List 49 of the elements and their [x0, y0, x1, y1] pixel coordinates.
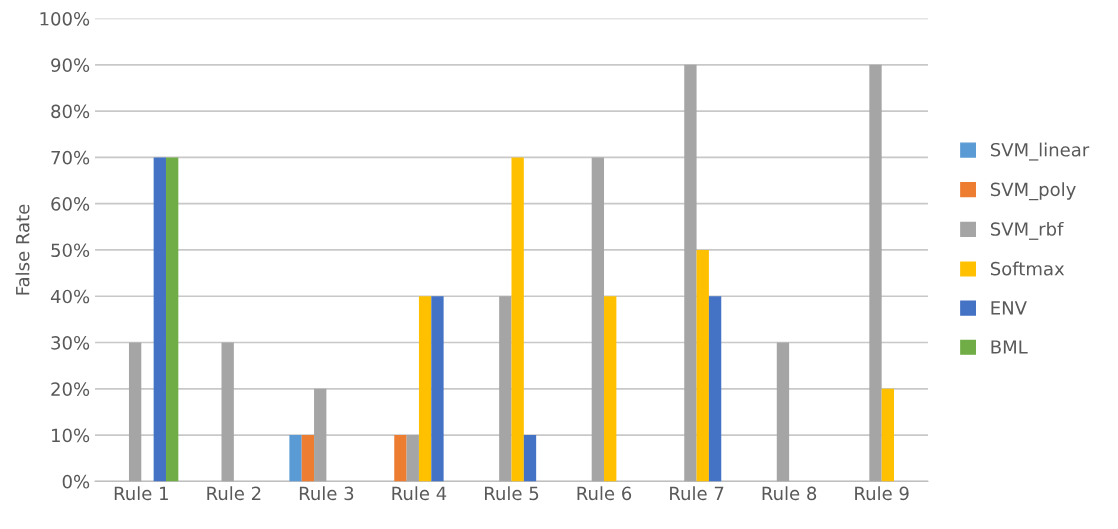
- bar: [431, 296, 444, 482]
- legend-label: Softmax: [990, 261, 1065, 276]
- y-tick-label: 90%: [51, 58, 90, 72]
- bar: [301, 435, 315, 482]
- bar: [696, 249, 709, 482]
- x-tick-label: Rule 1: [114, 486, 168, 501]
- bar: [523, 435, 537, 482]
- y-tick-label: 40%: [50, 289, 90, 304]
- bar: [591, 157, 605, 482]
- bar: [153, 157, 166, 482]
- x-tick-label: Rule 4: [392, 486, 447, 501]
- bar: [221, 342, 234, 482]
- x-tick-label: Rule 2: [207, 486, 261, 501]
- y-tick-label: 100%: [40, 11, 90, 26]
- y-tick-label: 20%: [51, 382, 90, 396]
- bar: [604, 296, 617, 482]
- legend-label: BML: [991, 340, 1028, 354]
- x-tick-label: Rule 8: [762, 486, 817, 501]
- bar: [289, 435, 302, 482]
- bar: [684, 64, 697, 482]
- y-tick-label: 80%: [51, 104, 90, 119]
- bar: [708, 296, 722, 482]
- bar: [511, 157, 524, 482]
- y-tick-label: 60%: [51, 197, 90, 211]
- bar: [314, 388, 327, 482]
- x-tick-label: Rule 3: [299, 486, 354, 501]
- legend-label: SVM_poly: [990, 182, 1076, 201]
- y-tick-label: 70%: [51, 150, 90, 165]
- x-tick-label: Rule 6: [577, 486, 632, 501]
- bar: [881, 388, 895, 482]
- y-axis-title: False Rate: [15, 204, 30, 295]
- bar: [869, 64, 882, 482]
- legend-label: SVM_rbf: [990, 221, 1064, 240]
- x-tick-label: Rule 9: [855, 486, 909, 501]
- x-tick-label: Rule 5: [484, 486, 539, 501]
- y-tick-label: 0%: [62, 474, 90, 489]
- y-tick-label: 30%: [51, 335, 90, 350]
- bar: [406, 435, 419, 482]
- y-tick-label: 50%: [51, 243, 90, 258]
- x-tick-label: Rule 7: [670, 486, 724, 501]
- bar: [776, 342, 790, 482]
- bar: [128, 342, 142, 482]
- y-tick-label: 10%: [52, 428, 90, 443]
- bar: [394, 435, 407, 482]
- bar: [165, 157, 179, 482]
- bar: [499, 296, 512, 482]
- legend-label: ENV: [991, 301, 1027, 315]
- bar: [418, 296, 432, 482]
- legend-label: SVM_linear: [990, 142, 1090, 161]
